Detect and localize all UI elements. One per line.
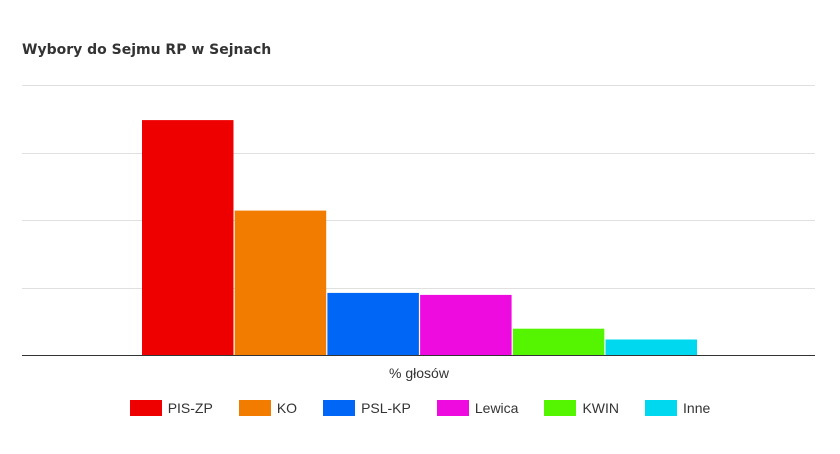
- legend-swatch: [129, 400, 162, 416]
- legend-item-kwin[interactable]: KWIN: [544, 400, 619, 416]
- legend-label: PIS-ZP: [167, 400, 213, 416]
- legend-swatch: [238, 400, 271, 416]
- legend-item-ko[interactable]: KO: [238, 400, 298, 416]
- bar-inne[interactable]: [605, 339, 698, 356]
- legend: PIS-ZP KO PSL-KP Lewica KWIN Inne: [0, 400, 840, 416]
- bar-pis-zp[interactable]: [142, 120, 234, 355]
- legend-item-psl-kp[interactable]: PSL-KP: [323, 400, 411, 416]
- bar-psl-kp[interactable]: [327, 292, 419, 355]
- legend-item-inne[interactable]: Inne: [645, 400, 710, 416]
- bar-kwin[interactable]: [512, 328, 605, 355]
- legend-swatch: [544, 400, 577, 416]
- legend-swatch: [645, 400, 678, 416]
- x-axis-label: % głosów: [389, 365, 450, 381]
- chart-title: Wybory do Sejmu RP w Sejnach: [22, 42, 272, 58]
- legend-label: KWIN: [582, 400, 620, 416]
- bar-lewica[interactable]: [420, 294, 512, 355]
- legend-item-pis-zp[interactable]: PIS-ZP: [129, 400, 213, 416]
- legend-label: KO: [276, 400, 298, 416]
- legend-swatch: [323, 400, 356, 416]
- legend-swatch: [436, 400, 469, 416]
- legend-label: Inne: [683, 400, 711, 416]
- legend-label: PSL-KP: [361, 400, 411, 416]
- legend-item-lewica[interactable]: Lewica: [436, 400, 519, 416]
- bars: [142, 120, 697, 355]
- bar-ko[interactable]: [234, 210, 327, 355]
- gridlines: [22, 85, 815, 289]
- legend-label: Lewica: [474, 400, 519, 416]
